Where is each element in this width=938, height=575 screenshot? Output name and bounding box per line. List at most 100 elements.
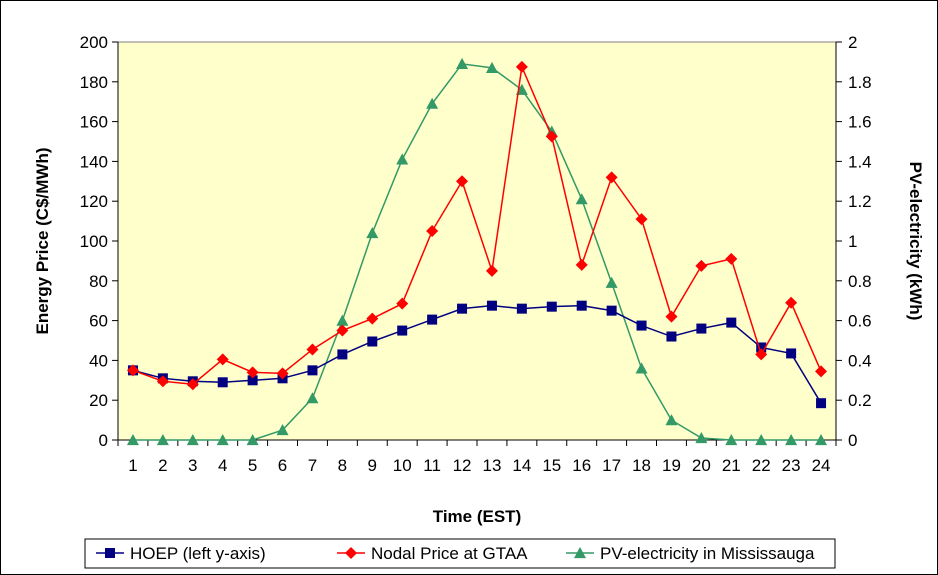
x-tick-label: 23 — [782, 456, 801, 475]
data-point — [545, 130, 558, 143]
data-point — [815, 434, 828, 446]
legend-item: Nodal Price at GTAA — [337, 544, 528, 563]
left-tick-label: 180 — [80, 73, 108, 92]
legend-marker — [105, 548, 115, 558]
x-tick-label: 7 — [308, 456, 317, 475]
x-tick-label: 10 — [393, 456, 412, 475]
data-point — [755, 348, 768, 361]
data-point — [755, 434, 768, 446]
data-point — [485, 264, 498, 277]
left-tick-label: 40 — [89, 351, 108, 370]
x-tick-label: 21 — [722, 456, 741, 475]
legend-label: PV-electricity in Mississauga — [600, 544, 815, 563]
series-layer — [126, 57, 828, 446]
data-point — [427, 314, 438, 325]
x-axis-title: Time (EST) — [433, 507, 521, 526]
right-y-axis: 0 0.2 0.4 0.6 0.8 1 1.2 1.4 1.6 1.8 2 — [835, 33, 872, 450]
right-tick-label: 1.6 — [848, 113, 872, 132]
data-point — [186, 434, 199, 446]
right-tick-label: 0 — [848, 431, 857, 450]
data-point — [366, 227, 379, 239]
data-point — [575, 193, 588, 205]
data-point — [605, 171, 618, 184]
data-point — [337, 349, 348, 360]
plot-area — [117, 41, 837, 441]
data-point — [336, 324, 349, 337]
x-tick-label: 18 — [632, 456, 651, 475]
left-tick-label: 100 — [80, 232, 108, 251]
right-tick-label: 1.4 — [848, 152, 872, 171]
data-point — [665, 414, 678, 426]
data-point — [367, 336, 378, 347]
right-tick-label: 0.6 — [848, 312, 872, 331]
data-point — [606, 305, 617, 316]
x-tick-label: 2 — [158, 456, 167, 475]
x-tick-label: 17 — [602, 456, 621, 475]
data-point — [247, 375, 258, 386]
data-point — [307, 365, 318, 376]
data-point — [695, 432, 708, 444]
data-point — [216, 434, 229, 446]
left-tick-label: 20 — [89, 391, 108, 410]
data-point — [426, 97, 439, 109]
left-tick-label: 60 — [89, 312, 108, 331]
series-line — [132, 64, 822, 386]
series-line — [132, 63, 822, 441]
x-tick-label: 24 — [812, 456, 831, 475]
x-tick-label: 1 — [128, 456, 137, 475]
data-point — [785, 296, 798, 309]
data-point — [605, 276, 618, 288]
data-point — [726, 317, 737, 328]
right-tick-label: 0.8 — [848, 272, 872, 291]
right-tick-label: 1.8 — [848, 73, 872, 92]
left-tick-label: 120 — [80, 192, 108, 211]
left-tick-label: 0 — [99, 431, 108, 450]
data-point — [246, 434, 259, 446]
data-point — [276, 424, 289, 436]
x-tick-label: 22 — [752, 456, 771, 475]
data-point — [756, 342, 767, 353]
right-tick-label: 1 — [848, 232, 857, 251]
data-point — [485, 61, 498, 73]
legend-label: HOEP (left y-axis) — [130, 544, 266, 563]
data-point — [336, 314, 349, 326]
legend-item: HOEP (left y-axis) — [96, 544, 266, 563]
data-point — [156, 434, 169, 446]
data-point — [515, 60, 528, 73]
legend-label: Nodal Price at GTAA — [371, 544, 528, 563]
x-tick-label: 6 — [278, 456, 287, 475]
data-point — [785, 434, 798, 446]
x-tick-label: 11 — [423, 456, 441, 475]
data-point — [276, 367, 289, 380]
x-tick-label: 8 — [338, 456, 347, 475]
data-point — [126, 434, 139, 446]
data-point — [456, 175, 469, 188]
x-tick-label: 12 — [453, 456, 472, 475]
data-point — [457, 303, 468, 314]
data-point — [397, 325, 408, 336]
data-point — [636, 320, 647, 331]
x-tick-label: 9 — [368, 456, 377, 475]
data-point — [695, 259, 708, 272]
data-point — [815, 365, 828, 378]
data-point — [725, 434, 738, 446]
data-point — [216, 353, 229, 366]
left-tick-label: 140 — [80, 152, 108, 171]
left-y-axis-title: Energy Price (C$/MWh) — [33, 147, 52, 334]
data-point — [306, 392, 319, 404]
data-point — [126, 364, 139, 377]
right-tick-label: 0.2 — [848, 391, 872, 410]
data-point — [456, 57, 469, 69]
data-point — [635, 362, 648, 374]
right-y-axis-title: PV-electricity (kWh) — [906, 162, 925, 321]
data-point — [786, 348, 797, 359]
legend-item: PV-electricity in Mississauga — [566, 544, 815, 563]
x-tick-label: 19 — [662, 456, 681, 475]
left-tick-label: 200 — [80, 33, 108, 52]
data-point — [666, 331, 677, 342]
x-tick-label: 4 — [218, 456, 227, 475]
x-tick-label: 20 — [692, 456, 711, 475]
series-0 — [127, 300, 827, 409]
data-point — [396, 153, 409, 165]
